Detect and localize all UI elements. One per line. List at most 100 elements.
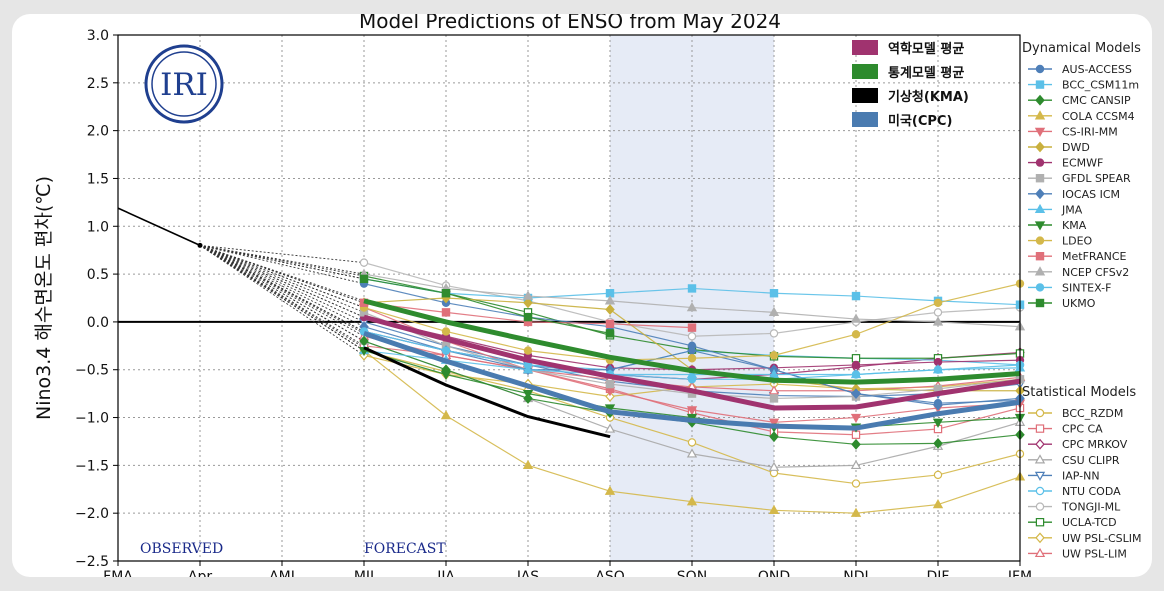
legend-item: UCLA-TCD bbox=[1028, 516, 1117, 529]
legend-label: ECMWF bbox=[1062, 157, 1103, 170]
legend-item: IAP-NN bbox=[1028, 469, 1100, 482]
data-point bbox=[522, 389, 534, 400]
legend-label: CSU CLIPR bbox=[1062, 454, 1120, 467]
data-point bbox=[604, 423, 616, 433]
forecast-fan-line bbox=[199, 245, 365, 356]
data-point bbox=[769, 431, 779, 443]
forecast-fan-line bbox=[199, 244, 365, 285]
iri-logo: IRI bbox=[144, 44, 224, 124]
legend-label: BCC_RZDM bbox=[1062, 407, 1123, 420]
legend-label: UCLA-TCD bbox=[1062, 516, 1117, 529]
legend-label: CPC MRKOV bbox=[1062, 438, 1128, 451]
legend-marker bbox=[1035, 80, 1045, 89]
legend-item: GFDL SPEAR bbox=[1028, 172, 1131, 185]
legend-label: IOCAS ICM bbox=[1062, 188, 1120, 201]
legend-marker bbox=[1035, 532, 1045, 544]
legend-label: LDEO bbox=[1062, 235, 1093, 248]
legend-item: KMA bbox=[1028, 219, 1087, 232]
legend-swatch bbox=[852, 64, 878, 79]
x-tick-label: NDJ bbox=[843, 569, 868, 577]
logo-inner-ring bbox=[151, 51, 217, 117]
legend-label: MetFRANCE bbox=[1062, 250, 1127, 263]
data-point bbox=[768, 306, 780, 317]
data-point bbox=[933, 308, 943, 317]
legend-marker bbox=[1035, 298, 1045, 308]
forecast-fan-line bbox=[199, 245, 365, 334]
data-point bbox=[522, 290, 534, 300]
legend-swatch bbox=[852, 112, 878, 127]
data-point bbox=[933, 365, 943, 374]
summary-line bbox=[363, 314, 1021, 411]
logo-text: IRI bbox=[160, 67, 208, 103]
data-point bbox=[851, 388, 861, 400]
data-point bbox=[850, 413, 862, 424]
data-point bbox=[523, 346, 533, 355]
y-tick-label: 2.5 bbox=[87, 76, 109, 92]
data-point bbox=[687, 323, 697, 332]
legend-item: DWD bbox=[1028, 141, 1090, 154]
legend-marker bbox=[1035, 64, 1045, 74]
data-point bbox=[769, 351, 779, 360]
y-tick-label: −1.5 bbox=[75, 458, 109, 474]
data-point bbox=[605, 319, 615, 329]
legend-item: MetFRANCE bbox=[1028, 250, 1127, 263]
legend-item: NTU CODA bbox=[1028, 485, 1121, 498]
legend-label: TONGJI-ML bbox=[1061, 501, 1121, 514]
data-point bbox=[933, 399, 943, 411]
data-point bbox=[605, 379, 615, 389]
legend-label: SINTEX-F bbox=[1062, 281, 1111, 294]
forecast-fan-line bbox=[199, 244, 365, 302]
legend-marker bbox=[1035, 252, 1045, 261]
legend-marker bbox=[1035, 502, 1045, 511]
y-axis-label: Nino3.4 해수면온도 편차(℃) bbox=[33, 176, 55, 420]
legend-item: LDEO bbox=[1028, 235, 1093, 248]
legend-label: KMA bbox=[1062, 219, 1087, 232]
legend-item: BCC_RZDM bbox=[1028, 407, 1123, 420]
legend-item: CS-IRI-MM bbox=[1028, 125, 1118, 138]
legend-label: UKMO bbox=[1062, 297, 1096, 310]
y-tick-label: −2.0 bbox=[75, 506, 109, 522]
observed-point bbox=[197, 242, 203, 248]
legend-marker bbox=[1035, 486, 1045, 496]
legend-marker bbox=[1035, 518, 1045, 527]
legend-label: UW PSL-LIM bbox=[1062, 547, 1127, 560]
data-point bbox=[441, 346, 451, 355]
y-tick-label: −2.5 bbox=[75, 554, 109, 570]
data-point bbox=[769, 394, 779, 403]
data-point bbox=[933, 298, 943, 307]
data-point bbox=[932, 499, 944, 509]
legend-label: JMA bbox=[1061, 203, 1083, 216]
series-sintex-f bbox=[359, 327, 1025, 384]
forecast-fan-line bbox=[199, 244, 365, 308]
data-point bbox=[851, 438, 861, 450]
legend-item: AUS-ACCESS bbox=[1028, 63, 1132, 76]
data-point bbox=[768, 385, 780, 395]
legend-marker bbox=[1035, 188, 1045, 200]
legend-label: NTU CODA bbox=[1062, 485, 1121, 498]
legend-label: 통계모델 평균 bbox=[888, 65, 964, 81]
legend-item: NCEP CFSv2 bbox=[1028, 266, 1129, 279]
legend-marker bbox=[1035, 408, 1045, 418]
data-point bbox=[933, 470, 943, 480]
x-tick-label: JAS bbox=[516, 569, 539, 577]
data-point bbox=[850, 313, 862, 323]
series-ukmo bbox=[359, 274, 615, 338]
summary-line bbox=[363, 346, 611, 439]
data-point bbox=[604, 295, 616, 305]
series-cola-ccsm4 bbox=[358, 345, 1026, 517]
legend-marker bbox=[1034, 110, 1046, 120]
data-point bbox=[441, 327, 451, 336]
x-tick-label: FMA bbox=[103, 569, 133, 577]
y-tick-label: 1.0 bbox=[87, 219, 109, 235]
legend-item: ECMWF bbox=[1028, 157, 1103, 170]
forecast-fan-line bbox=[199, 244, 365, 313]
data-point bbox=[851, 370, 861, 379]
legend-item: JMA bbox=[1028, 203, 1083, 216]
data-point bbox=[687, 332, 697, 341]
y-tick-label: 1.5 bbox=[87, 171, 109, 187]
observed-label: OBSERVED bbox=[140, 541, 223, 557]
statistical-legend-title: Statistical Models bbox=[1022, 385, 1136, 400]
legend-item: UW PSL-CSLIM bbox=[1028, 532, 1141, 545]
forecast-fan-line bbox=[199, 245, 365, 332]
legend-marker bbox=[1035, 438, 1045, 450]
